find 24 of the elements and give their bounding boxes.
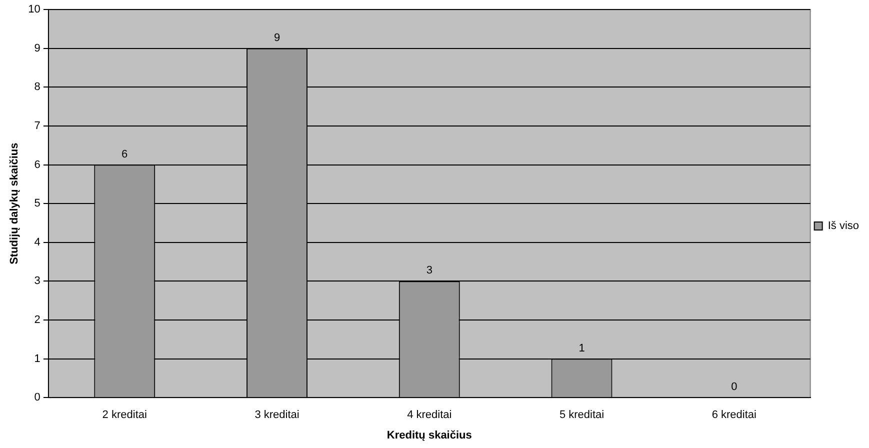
y-axis-title: Studijų dalykų skaičius [8, 142, 21, 264]
x-tick-label: 6 kreditai [712, 409, 756, 422]
y-tick-label: 7 [34, 120, 40, 132]
y-tick-label: 2 [34, 314, 40, 326]
y-tick-label: 10 [28, 4, 40, 16]
data-label: 9 [274, 32, 280, 44]
y-tick-label: 1 [34, 352, 40, 365]
data-label: 1 [578, 342, 585, 354]
y-tick-label: 8 [34, 81, 40, 94]
data-label: 3 [426, 264, 432, 277]
data-label: 6 [122, 148, 128, 160]
x-tick-label: 5 kreditai [559, 409, 604, 422]
x-tick-label: 4 kreditai [407, 409, 452, 422]
y-tick-label: 9 [34, 42, 40, 54]
y-tick-label: 5 [34, 198, 40, 210]
y-tick-label: 0 [34, 392, 40, 404]
x-axis-title: Kreditų skaičius [386, 429, 472, 442]
y-tick-label: 4 [34, 236, 40, 248]
y-tick-label: 6 [34, 158, 40, 171]
x-tick-label: 2 kreditai [102, 409, 147, 422]
legend-label: Iš viso [828, 220, 860, 232]
data-label: 0 [731, 381, 738, 394]
x-tick-label: 3 kreditai [254, 409, 300, 422]
y-tick-label: 3 [34, 275, 40, 288]
